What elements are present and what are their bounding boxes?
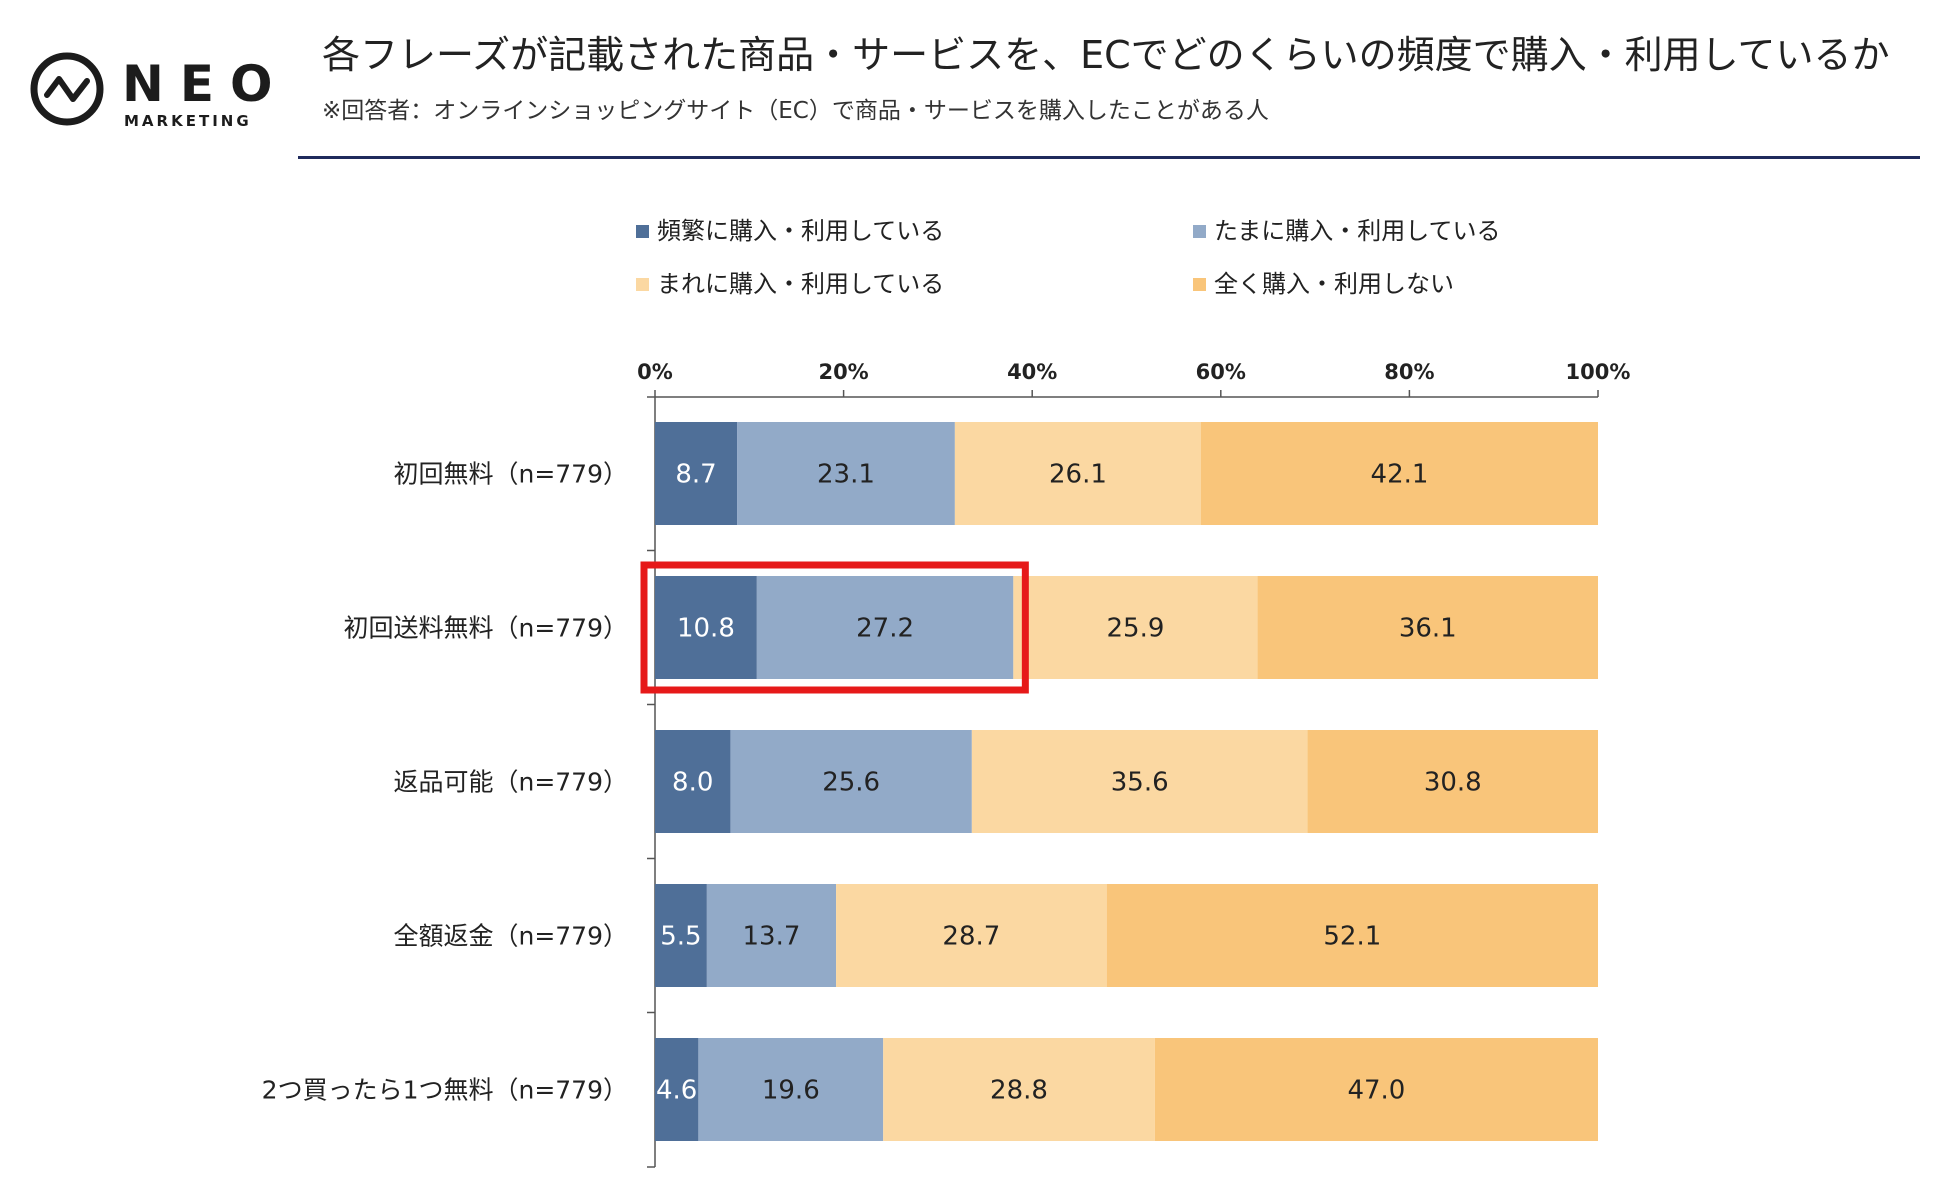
data-label: 4.6 — [656, 1076, 697, 1106]
data-label: 36.1 — [1399, 614, 1457, 644]
data-label: 5.5 — [660, 922, 701, 952]
bar-segment — [954, 422, 1201, 525]
data-label: 25.9 — [1107, 614, 1165, 644]
x-tick-label: 80% — [1384, 360, 1434, 384]
x-tick-label: 60% — [1196, 360, 1246, 384]
page-subtitle: ※回答者：オンラインショッピングサイト（EC）で商品・サービスを購入したことがあ… — [322, 98, 1269, 124]
legend-item-rarely: まれに購入・利用している — [636, 269, 944, 299]
data-label: 35.6 — [1111, 768, 1169, 798]
bar-segment — [737, 422, 955, 525]
legend-swatch-never — [1193, 278, 1206, 291]
data-label: 26.1 — [1049, 460, 1107, 490]
data-label: 27.2 — [856, 614, 914, 644]
header-divider — [298, 156, 1920, 159]
legend-swatch-rarely — [636, 278, 649, 291]
x-tick-label: 100% — [1566, 360, 1631, 384]
legend-swatch-frequent — [636, 225, 649, 238]
legend-label: たまに購入・利用している — [1214, 217, 1501, 245]
legend-item-never: 全く購入・利用しない — [1193, 269, 1454, 299]
bar-segment — [655, 422, 738, 525]
category-label: 全額返金（n=779） — [393, 922, 628, 951]
bar-segment — [655, 576, 757, 679]
bar-segment — [655, 884, 707, 987]
bar-segment — [1257, 576, 1598, 679]
data-label: 42.1 — [1371, 460, 1429, 490]
category-label: 初回送料無料（n=779） — [343, 614, 628, 643]
bar-segment — [1154, 1038, 1598, 1141]
bar-segment — [698, 1038, 884, 1141]
data-label: 19.6 — [762, 1076, 820, 1106]
data-label: 30.8 — [1424, 768, 1482, 798]
bar-segment — [655, 730, 731, 833]
bar-segment — [706, 884, 837, 987]
bar-segment — [1307, 730, 1598, 833]
bar-segment — [836, 884, 1107, 987]
bar-segment — [1200, 422, 1598, 525]
legend-label: まれに購入・利用している — [657, 270, 945, 298]
data-label: 52.1 — [1323, 922, 1381, 952]
legend-swatch-sometimes — [1193, 225, 1206, 238]
data-label: 28.7 — [942, 922, 1000, 952]
data-label: 13.7 — [743, 922, 801, 952]
bar-segment — [1106, 884, 1598, 987]
data-label: 10.8 — [677, 614, 735, 644]
bar-segment — [655, 1038, 699, 1141]
logo-wordmark: NEO — [122, 55, 289, 113]
data-label: 25.6 — [822, 768, 880, 798]
legend-label: 全く購入・利用しない — [1214, 270, 1454, 298]
x-tick-label: 20% — [818, 360, 868, 384]
bar-segment — [756, 576, 1014, 679]
data-label: 28.8 — [990, 1076, 1048, 1106]
legend-item-frequent: 頻繁に購入・利用している — [636, 216, 944, 246]
category-label: 初回無料（n=779） — [393, 460, 628, 489]
bar-segment — [971, 730, 1308, 833]
data-label: 47.0 — [1347, 1076, 1405, 1106]
data-label: 23.1 — [817, 460, 875, 490]
brand-logo: NEO MARKETING — [28, 50, 273, 140]
legend-item-sometimes: たまに購入・利用している — [1193, 216, 1501, 246]
logo-mark-icon — [30, 52, 104, 126]
category-label: 2つ買ったら1つ無料（n=779） — [262, 1076, 628, 1105]
bar-segment — [883, 1038, 1155, 1141]
highlight-box — [640, 561, 1029, 694]
x-tick-label: 40% — [1007, 360, 1057, 384]
bar-segment — [1013, 576, 1258, 679]
logo-subtext: MARKETING — [124, 112, 252, 130]
page-title: 各フレーズが記載された商品・サービスを、ECでどのくらいの頻度で購入・利用してい… — [322, 33, 1890, 77]
x-tick-label: 0% — [637, 360, 673, 384]
legend-label: 頻繁に購入・利用している — [657, 217, 945, 245]
data-label: 8.0 — [672, 768, 713, 798]
data-label: 8.7 — [675, 460, 716, 490]
category-label: 返品可能（n=779） — [393, 768, 628, 797]
bar-segment — [730, 730, 972, 833]
